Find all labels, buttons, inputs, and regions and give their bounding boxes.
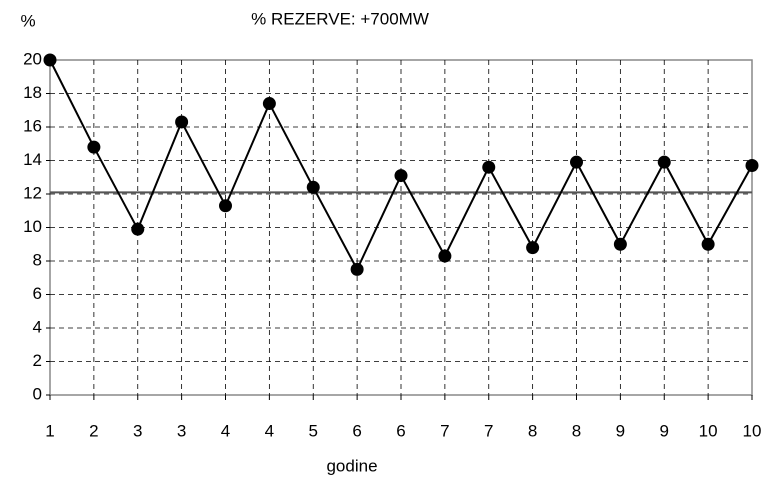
x-tick-label: 10 — [743, 421, 762, 440]
y-tick-label: 18 — [23, 83, 42, 102]
data-point — [570, 155, 583, 169]
data-point — [745, 159, 759, 173]
x-tick-label: 3 — [133, 421, 142, 440]
data-point — [87, 140, 101, 154]
x-tick-label: 7 — [440, 421, 449, 440]
x-tick-label: 8 — [528, 421, 537, 440]
data-point — [131, 222, 145, 236]
y-tick-label: 14 — [23, 150, 42, 169]
chart-title: % REZERVE: +700MW — [251, 9, 429, 28]
y-tick-label: 6 — [33, 284, 42, 303]
x-tick-label: 9 — [660, 421, 669, 440]
data-point — [526, 241, 540, 255]
data-point — [482, 160, 496, 174]
data-point — [175, 115, 189, 129]
x-tick-label: 4 — [265, 421, 274, 440]
x-tick-label: 5 — [309, 421, 318, 440]
data-point — [262, 97, 276, 111]
data-point — [438, 249, 452, 263]
x-tick-label: 10 — [699, 421, 718, 440]
x-tick-label: 1 — [45, 421, 54, 440]
y-tick-label: 16 — [23, 116, 42, 135]
y-tick-label: 0 — [33, 384, 42, 403]
data-point — [219, 199, 232, 213]
y-tick-label: 20 — [23, 49, 42, 68]
y-tick-label: 2 — [33, 351, 42, 370]
x-tick-label: 6 — [352, 421, 361, 440]
x-tick-label: 6 — [396, 421, 405, 440]
y-tick-label: 4 — [33, 317, 42, 336]
y-tick-label: 10 — [23, 217, 42, 236]
y-tick-label: 12 — [23, 183, 42, 202]
x-tick-label: 3 — [177, 421, 186, 440]
data-point — [701, 237, 715, 251]
x-tick-label: 7 — [484, 421, 493, 440]
data-point — [350, 262, 364, 276]
data-point — [43, 53, 57, 67]
data-point — [394, 169, 408, 183]
x-tick-label: 4 — [221, 421, 230, 440]
x-axis-label: godine — [326, 456, 377, 475]
data-point — [657, 155, 671, 169]
data-point — [306, 180, 320, 194]
y-axis-label: % — [20, 11, 35, 30]
x-tick-label: 2 — [89, 421, 98, 440]
x-tick-label: 9 — [616, 421, 625, 440]
data-point — [613, 237, 627, 251]
y-tick-label: 8 — [33, 250, 42, 269]
x-tick-label: 8 — [572, 421, 581, 440]
